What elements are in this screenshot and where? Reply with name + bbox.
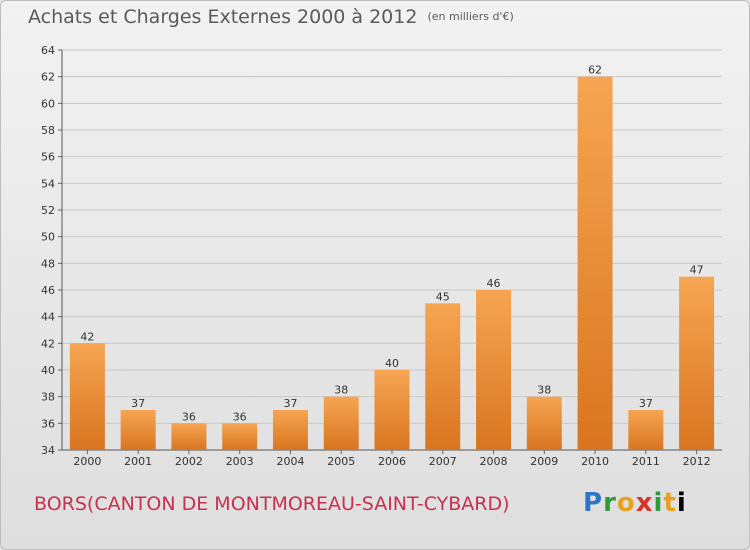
labels: 42 37 36 36 37 38 40 45 46 38 62 37 47 bbox=[80, 64, 703, 424]
x-tick-label: 2000 bbox=[73, 455, 101, 468]
bar bbox=[526, 396, 562, 450]
data-label: 47 bbox=[690, 264, 704, 277]
y-tick-label: 44 bbox=[41, 311, 55, 324]
bar bbox=[374, 370, 410, 450]
bar bbox=[222, 423, 258, 450]
x-tick-label: 2003 bbox=[226, 455, 254, 468]
x-tick-label: 2011 bbox=[632, 455, 660, 468]
bar bbox=[120, 410, 156, 450]
chart-title: Achats et Charges Externes 2000 à 2012 (e… bbox=[28, 6, 514, 28]
y-tick-label: 54 bbox=[41, 177, 55, 190]
y-tick-label: 38 bbox=[41, 391, 55, 404]
bar bbox=[272, 410, 308, 450]
x-tick-label: 2009 bbox=[530, 455, 558, 468]
x-tick-label: 2012 bbox=[683, 455, 711, 468]
y-tick-label: 40 bbox=[41, 364, 55, 377]
data-label: 38 bbox=[537, 384, 551, 397]
data-label: 46 bbox=[487, 277, 501, 290]
data-label: 36 bbox=[182, 410, 196, 423]
y-tick-label: 48 bbox=[41, 257, 55, 270]
data-label: 42 bbox=[80, 330, 94, 343]
y-tick-label: 52 bbox=[41, 204, 55, 217]
x-tick-label: 2001 bbox=[124, 455, 152, 468]
data-label: 37 bbox=[639, 397, 653, 410]
bar bbox=[628, 410, 664, 450]
x-tick-label: 2002 bbox=[175, 455, 203, 468]
data-label: 45 bbox=[436, 290, 450, 303]
y-tick-label: 56 bbox=[41, 151, 55, 164]
data-label: 37 bbox=[131, 397, 145, 410]
bar bbox=[171, 423, 207, 450]
y-tick-label: 50 bbox=[41, 231, 55, 244]
y-tick-label: 34 bbox=[41, 444, 55, 457]
bars bbox=[69, 76, 715, 451]
place-name: BORS(CANTON DE MONTMOREAU-SAINT-CYBARD) bbox=[34, 493, 510, 515]
data-label: 38 bbox=[334, 384, 348, 397]
x-tick-label: 2010 bbox=[581, 455, 609, 468]
unit-label: (en milliers d'€) bbox=[427, 10, 514, 23]
proxiti-logo: Proxiti bbox=[583, 488, 687, 518]
y-tick-label: 64 bbox=[41, 44, 55, 57]
y-tick-label: 58 bbox=[41, 124, 55, 137]
bar bbox=[476, 290, 512, 450]
y-tick-label: 42 bbox=[41, 337, 55, 350]
data-label: 36 bbox=[233, 410, 247, 423]
data-label: 40 bbox=[385, 357, 399, 370]
x-tick-label: 2006 bbox=[378, 455, 406, 468]
title-text: Achats et Charges Externes 2000 à 2012 bbox=[28, 6, 418, 28]
x-tick-label: 2008 bbox=[480, 455, 508, 468]
y-tick-label: 46 bbox=[41, 284, 55, 297]
y-tick-label: 60 bbox=[41, 97, 55, 110]
x-tick-label: 2007 bbox=[429, 455, 457, 468]
bar bbox=[577, 76, 613, 451]
bar bbox=[69, 343, 105, 450]
bar bbox=[425, 303, 461, 450]
x-tick-label: 2004 bbox=[276, 455, 304, 468]
bar bbox=[679, 276, 715, 450]
y-tick-label: 62 bbox=[41, 71, 55, 84]
data-label: 37 bbox=[283, 397, 297, 410]
data-label: 62 bbox=[588, 64, 602, 77]
y-tick-label: 36 bbox=[41, 417, 55, 430]
bar bbox=[323, 396, 359, 450]
x-tick-label: 2005 bbox=[327, 455, 355, 468]
